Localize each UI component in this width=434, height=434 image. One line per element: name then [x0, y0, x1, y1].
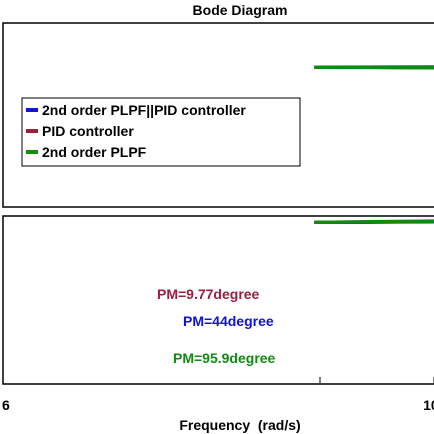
phase-line-2 — [314, 219, 434, 225]
legend-label-plpf-pid: 2nd order PLPF||PID controller — [42, 102, 246, 118]
x-tick-label-0: 6 — [2, 397, 10, 413]
phase-series — [314, 219, 434, 225]
x-tick-label-1: 108 — [423, 394, 434, 413]
legend-label-plpf: 2nd order PLPF — [42, 144, 147, 160]
phase-line-0 — [314, 219, 434, 225]
x-axis-label: Frequency (rad/s) — [179, 417, 300, 433]
phase-plot-frame — [2, 215, 434, 385]
annotation-pm-pid: PM=9.77degree — [157, 286, 260, 302]
x-axis-ticks: 610810101012 — [2, 377, 434, 413]
annotation-pm-plpf-pid: PM=44degree — [183, 313, 274, 329]
chart-title: Bode Diagram — [193, 2, 288, 18]
magnitude-line-0 — [314, 65, 434, 70]
magnitude-plot-frame — [2, 22, 434, 208]
legend-label-pid: PID controller — [42, 123, 134, 139]
annotations: PM=9.77degree PM=44degree PM=95.9degree — [157, 286, 276, 366]
magnitude-series — [314, 65, 434, 70]
legend: 2nd order PLPF||PID controller PID contr… — [21, 97, 301, 167]
legend-box — [21, 97, 301, 167]
magnitude-line-1 — [314, 65, 434, 69]
phase-line-1 — [314, 219, 434, 225]
magnitude-line-2 — [314, 65, 434, 70]
annotation-pm-plpf: PM=95.9degree — [173, 350, 276, 366]
